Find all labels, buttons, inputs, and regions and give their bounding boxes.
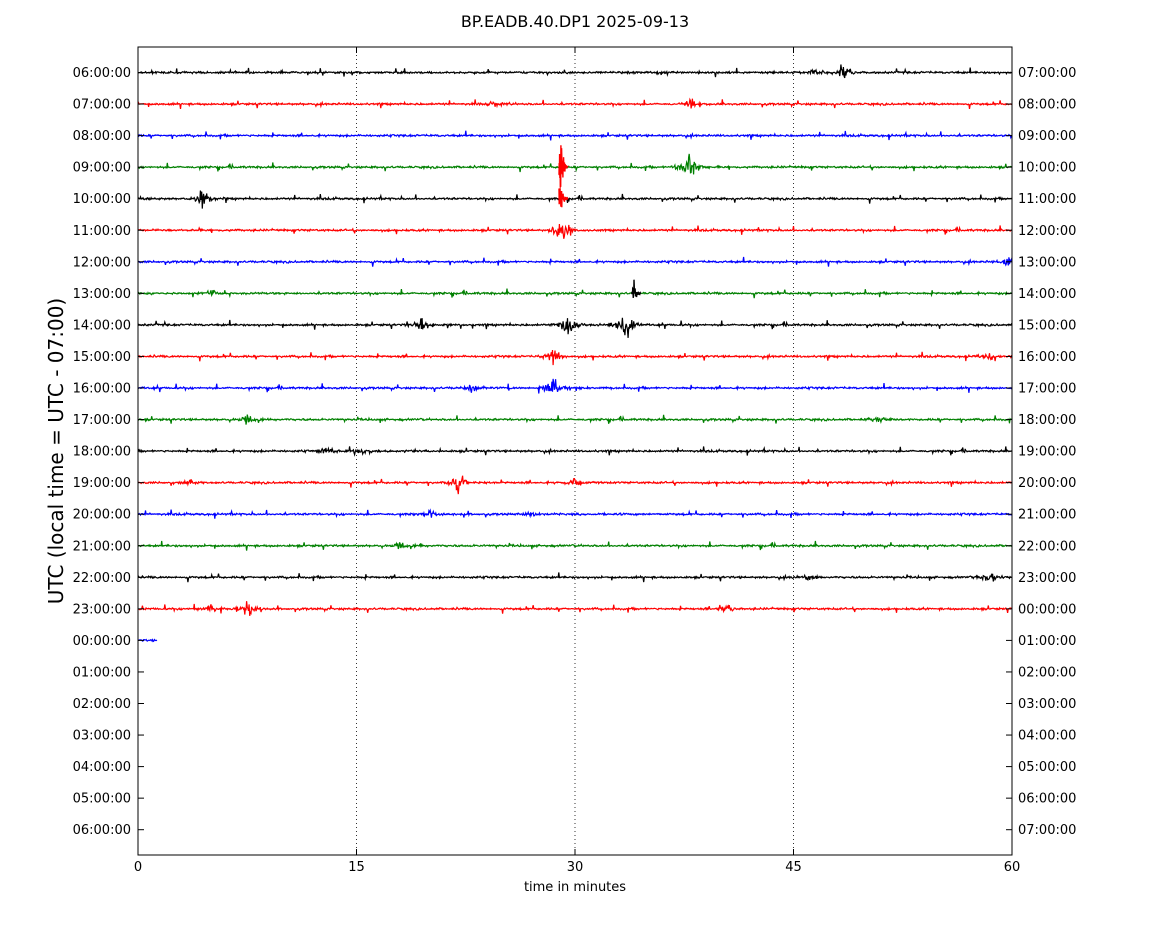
left-time-label: 00:00:00	[73, 634, 131, 649]
right-time-label: 06:00:00	[1018, 792, 1076, 807]
left-time-label: 12:00:00	[73, 255, 131, 270]
right-time-label: 05:00:00	[1018, 760, 1076, 775]
right-time-label: 16:00:00	[1018, 350, 1076, 365]
left-time-labels: 06:00:00 07:00:00 08:00:00 09:00:00 10:00:00…	[73, 66, 131, 838]
left-time-label: 03:00:00	[73, 729, 131, 744]
seismic-trace	[137, 130, 1012, 141]
right-time-label: 20:00:00	[1018, 476, 1076, 491]
left-time-label: 02:00:00	[73, 697, 131, 712]
right-time-label: 03:00:00	[1018, 697, 1076, 712]
seismic-trace	[137, 223, 1013, 239]
right-time-label: 13:00:00	[1018, 255, 1076, 270]
left-time-label: 09:00:00	[73, 161, 131, 176]
seismic-trace	[137, 317, 1013, 338]
seismic-traces	[137, 64, 1013, 643]
seismic-trace	[137, 64, 1013, 79]
left-time-label: 06:00:00	[73, 66, 131, 81]
right-time-label: 09:00:00	[1018, 129, 1076, 144]
seismic-trace	[137, 445, 1013, 457]
right-time-label: 12:00:00	[1018, 224, 1076, 239]
seismic-trace	[137, 378, 1013, 394]
left-time-label: 05:00:00	[73, 792, 131, 807]
right-time-label: 07:00:00	[1018, 823, 1076, 838]
seismic-trace	[137, 97, 1013, 109]
left-time-label: 19:00:00	[73, 476, 131, 491]
left-time-label: 17:00:00	[73, 413, 131, 428]
right-time-labels: 07:00:00 08:00:00 09:00:00 10:00:00 11:00:00…	[1018, 66, 1076, 838]
left-time-label: 16:00:00	[73, 382, 131, 397]
x-tick-label: 15	[348, 860, 365, 875]
right-time-label: 19:00:00	[1018, 445, 1076, 460]
right-time-label: 08:00:00	[1018, 98, 1076, 113]
right-time-label: 11:00:00	[1018, 192, 1076, 207]
chart-title: BP.EADB.40.DP1 2025-09-13	[461, 12, 689, 31]
left-time-label: 13:00:00	[73, 287, 131, 302]
seismic-trace	[137, 190, 1013, 209]
seismic-spike	[558, 188, 569, 208]
left-time-label: 11:00:00	[73, 224, 131, 239]
seismic-trace	[137, 540, 1013, 551]
left-time-label: 04:00:00	[73, 760, 131, 775]
left-time-label: 06:00:00	[73, 823, 131, 838]
right-time-label: 02:00:00	[1018, 665, 1076, 680]
right-time-label: 15:00:00	[1018, 318, 1076, 333]
seismic-trace	[137, 601, 1013, 617]
seismic-trace	[137, 572, 1013, 583]
seismic-trace	[137, 153, 1013, 175]
plot-frame	[137, 46, 1013, 856]
right-time-label: 22:00:00	[1018, 539, 1076, 554]
seismic-trace	[137, 475, 1013, 495]
left-time-label: 18:00:00	[73, 445, 131, 460]
right-time-label: 17:00:00	[1018, 382, 1076, 397]
x-tick-label: 45	[785, 860, 802, 875]
seismic-trace	[137, 508, 1013, 519]
left-time-label: 07:00:00	[73, 98, 131, 113]
y-axis-label: UTC (local time = UTC - 07:00)	[44, 298, 68, 604]
x-tick-label: 30	[567, 860, 584, 875]
x-tick-label: 60	[1004, 860, 1021, 875]
left-time-label: 23:00:00	[73, 602, 131, 617]
left-time-label: 08:00:00	[73, 129, 131, 144]
seismic-trace	[137, 349, 1013, 366]
left-time-label: 14:00:00	[73, 318, 131, 333]
left-time-label: 20:00:00	[73, 508, 131, 523]
seismic-spike	[631, 279, 642, 298]
right-time-label: 01:00:00	[1018, 634, 1076, 649]
left-time-label: 10:00:00	[73, 192, 131, 207]
right-time-label: 18:00:00	[1018, 413, 1076, 428]
right-time-label: 04:00:00	[1018, 729, 1076, 744]
right-time-label: 23:00:00	[1018, 571, 1076, 586]
seismic-trace	[137, 288, 1013, 299]
right-time-label: 21:00:00	[1018, 508, 1076, 523]
left-time-label: 01:00:00	[73, 665, 131, 680]
x-tick-labels: 0 15 30 45 60	[134, 860, 1020, 875]
left-time-label: 15:00:00	[73, 350, 131, 365]
right-time-label: 07:00:00	[1018, 66, 1076, 81]
seismic-trace	[137, 414, 1013, 425]
seismic-spike	[558, 145, 569, 188]
right-time-label: 00:00:00	[1018, 602, 1076, 617]
right-time-label: 14:00:00	[1018, 287, 1076, 302]
right-time-label: 10:00:00	[1018, 161, 1076, 176]
left-time-label: 21:00:00	[73, 539, 131, 554]
x-tick-label: 0	[134, 860, 142, 875]
x-axis-label: time in minutes	[524, 880, 626, 895]
seismic-trace	[137, 256, 1013, 267]
left-time-label: 22:00:00	[73, 571, 131, 586]
